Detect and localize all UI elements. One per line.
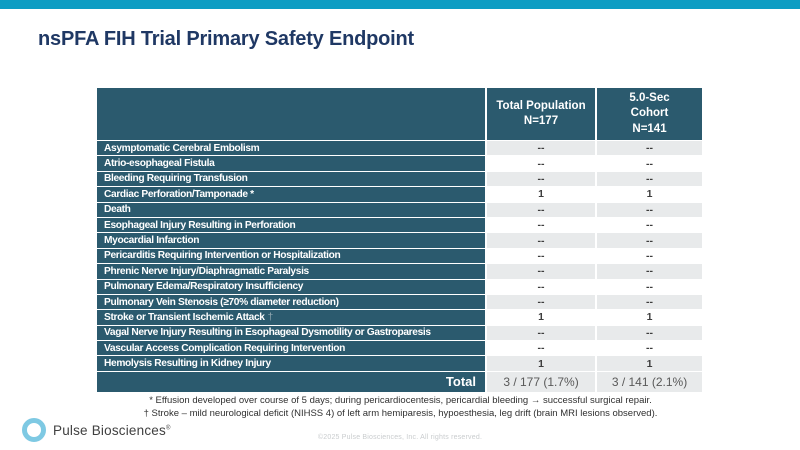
table-row: Vascular Access Complication Requiring I… <box>97 340 704 356</box>
table-row: Stroke or Transient Ischemic Attack † 1 1 <box>97 309 704 325</box>
cohort-value: 1 <box>595 187 702 202</box>
cohort-value: -- <box>595 294 702 310</box>
footnote-dagger: † Stroke – mild neurological deficit (NI… <box>143 407 658 419</box>
total-population-value: -- <box>485 171 595 187</box>
table-body: Asymptomatic Cerebral Embolism -- -- Atrio-… <box>97 140 704 371</box>
table-row: Pulmonary Edema/Respiratory Insufficienc… <box>97 278 704 294</box>
copyright-text: ©2025 Pulse Biosciences, Inc. All rights… <box>317 434 483 441</box>
row-label: Atrio-esophageal Fistula <box>97 156 485 171</box>
footnote-asterisk: * Effusion developed over course of 5 da… <box>149 395 652 406</box>
cohort-value: -- <box>595 156 702 171</box>
total-population-value: 1 <box>485 187 595 202</box>
header-empty-cell <box>97 88 485 140</box>
table-row: Cardiac Perforation/Tamponade * 1 1 <box>97 186 704 202</box>
row-label: Death <box>97 202 485 217</box>
header-cohort-line1: 5.0-Sec <box>629 92 670 105</box>
table-row: Bleeding Requiring Transfusion -- -- <box>97 170 704 187</box>
cohort-value: -- <box>595 202 702 217</box>
table-row: Pulmonary Vein Stenosis (≥70% diameter r… <box>97 293 704 310</box>
row-label: Bleeding Requiring Transfusion <box>97 171 485 187</box>
header-total-population: Total Population N=177 <box>485 88 595 140</box>
table-row: Hemolysis Resulting in Kidney Injury 1 1 <box>97 355 704 371</box>
total-population-value: -- <box>485 294 595 310</box>
cohort-value: 1 <box>595 356 702 371</box>
total-population-value: -- <box>485 233 595 248</box>
accent-top-bar <box>0 0 800 9</box>
total-population-value: -- <box>485 325 595 341</box>
cohort-value: -- <box>595 248 702 264</box>
cohort-value: -- <box>595 341 702 356</box>
header-cohort: 5.0-Sec Cohort N=141 <box>595 88 702 140</box>
table-header-row: Total Population N=177 5.0-Sec Cohort N=… <box>97 88 704 140</box>
table-row: Vagal Nerve Injury Resulting in Esophage… <box>97 324 704 341</box>
total-population-value: 1 <box>485 310 595 325</box>
total-population-total-value: 3 / 177 (1.7%) <box>485 371 595 392</box>
table-total-row: Total 3 / 177 (1.7%) 3 / 141 (2.1%) <box>97 370 704 392</box>
row-label: Hemolysis Resulting in Kidney Injury <box>97 356 485 371</box>
pulse-logo-wordmark: Pulse Biosciences <box>53 422 166 438</box>
pulse-logo-ring-icon <box>22 418 46 442</box>
row-label: Asymptomatic Cerebral Embolism <box>97 141 485 156</box>
total-population-value: -- <box>485 279 595 294</box>
row-label: Vagal Nerve Injury Resulting in Esophage… <box>97 325 485 341</box>
row-label: Esophageal Injury Resulting in Perforati… <box>97 217 485 233</box>
row-label: Phrenic Nerve Injury/Diaphragmatic Paral… <box>97 264 485 279</box>
cohort-value: -- <box>595 141 702 156</box>
cohort-value: -- <box>595 264 702 279</box>
registered-trademark-mark: ® <box>165 425 171 431</box>
cohort-value: -- <box>595 233 702 248</box>
table-row: Phrenic Nerve Injury/Diaphragmatic Paral… <box>97 263 704 279</box>
row-label: Stroke or Transient Ischemic Attack † <box>97 310 485 325</box>
row-label: Vascular Access Complication Requiring I… <box>97 341 485 356</box>
cohort-value: -- <box>595 325 702 341</box>
total-population-value: -- <box>485 264 595 279</box>
table-row: Esophageal Injury Resulting in Perforati… <box>97 216 704 233</box>
table-row: Pericarditis Requiring Intervention or H… <box>97 247 704 264</box>
table-row: Death -- -- <box>97 201 704 217</box>
table-row: Myocardial Infarction -- -- <box>97 232 704 248</box>
cohort-value: -- <box>595 217 702 233</box>
dagger-mark: † <box>267 311 274 323</box>
header-total-population-line1: Total Population <box>496 99 586 112</box>
header-cohort-line3: N=141 <box>632 122 667 135</box>
header-cohort-line2: Cohort <box>630 107 669 120</box>
total-population-value: -- <box>485 156 595 171</box>
pulse-logo-text: Pulse Biosciences® <box>53 423 171 438</box>
total-population-value: -- <box>485 217 595 233</box>
total-population-value: -- <box>485 248 595 264</box>
total-row-label: Total <box>97 371 485 392</box>
total-population-value: -- <box>485 341 595 356</box>
table-row: Asymptomatic Cerebral Embolism -- -- <box>97 140 704 156</box>
cohort-total-value: 3 / 141 (2.1%) <box>595 371 702 392</box>
row-label: Myocardial Infarction <box>97 233 485 248</box>
row-label: Pericarditis Requiring Intervention or H… <box>97 248 485 264</box>
total-population-value: 1 <box>485 356 595 371</box>
footnotes: * Effusion developed over course of 5 da… <box>97 395 704 421</box>
total-population-value: -- <box>485 141 595 156</box>
header-total-population-line2: N=177 <box>523 115 559 127</box>
page-title: nsPFA FIH Trial Primary Safety Endpoint <box>38 28 414 50</box>
row-label: Pulmonary Vein Stenosis (≥70% diameter r… <box>97 294 485 310</box>
cohort-value: -- <box>595 171 702 187</box>
table-row: Atrio-esophageal Fistula -- -- <box>97 155 704 171</box>
cohort-value: 1 <box>595 310 702 325</box>
total-population-value: -- <box>485 202 595 217</box>
row-label: Cardiac Perforation/Tamponade * <box>97 187 485 202</box>
pulse-biosciences-logo: Pulse Biosciences® <box>22 418 171 442</box>
row-label: Pulmonary Edema/Respiratory Insufficienc… <box>97 279 485 294</box>
cohort-value: -- <box>595 279 702 294</box>
safety-endpoint-table: Total Population N=177 5.0-Sec Cohort N=… <box>97 88 704 392</box>
